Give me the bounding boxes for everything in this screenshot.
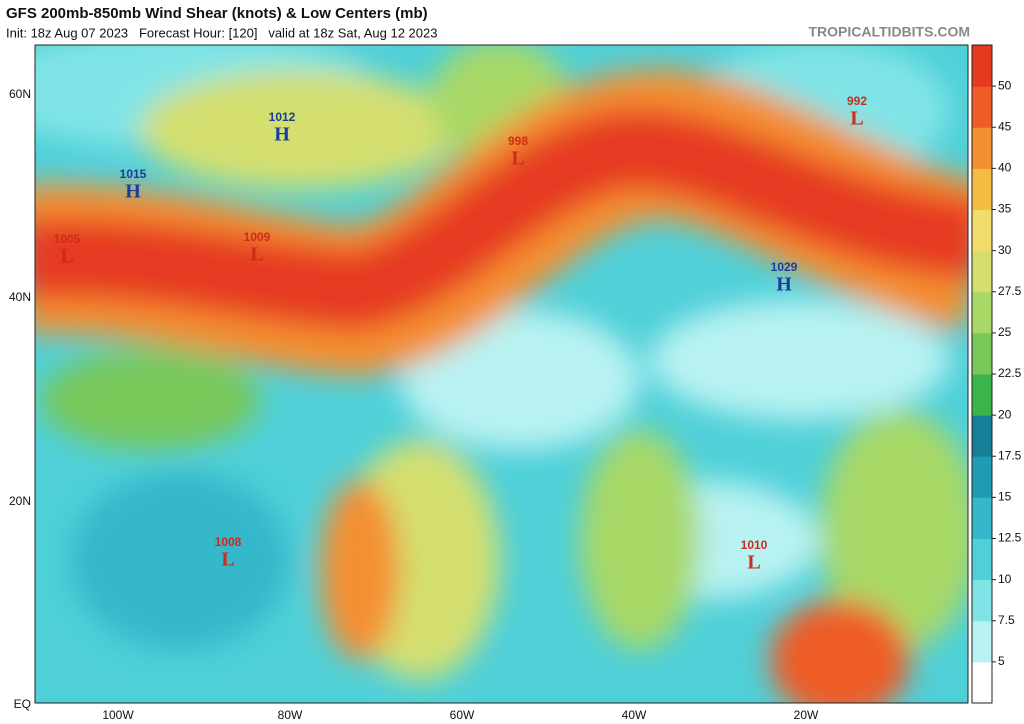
title: GFS 200mb-850mb Wind Shear (knots) & Low… [6,5,428,22]
colorbar-segment [972,45,992,87]
lat-label: 20N [9,494,31,508]
center-letter: L [747,552,760,574]
lon-label: 40W [622,708,647,722]
lon-label: 80W [278,708,303,722]
center-letter: L [850,108,863,130]
colorbar-tick-label: 25 [998,325,1012,339]
colorbar-tick-label: 35 [998,202,1012,216]
colorbar-segment [972,291,992,334]
pressure-centers: 1012H1015H1005L1009L998L992L1029H1008L10… [54,94,868,573]
center-pressure: 1015 [120,167,147,181]
center-letter: L [511,148,524,170]
colorbar-segment [972,332,992,375]
colorbar-segment [972,86,992,128]
subtitle: Init: 18z Aug 07 2023 Forecast Hour: [12… [6,25,437,40]
colorbar-tick-label: 12.5 [998,531,1022,545]
colorbar-segment [972,415,992,457]
colorbar-segment [972,661,992,704]
colorbar-tick-label: 20 [998,407,1012,421]
colorbar-segment [972,168,992,210]
center-pressure: 992 [847,94,867,108]
colorbar-tick-label: 7.5 [998,613,1015,627]
colorbar-segment [972,127,992,169]
center-pressure: 1012 [269,110,296,124]
colorbar-segment [972,374,992,416]
center-pressure: 1009 [244,230,271,244]
colorbar-tick-label: 15 [998,490,1012,504]
colorbar-tick-label: 27.5 [998,284,1022,298]
center-letter: H [274,124,290,146]
credit: TROPICALTIDBITS.COM [808,24,970,40]
colorbar-segment [972,579,992,622]
center-pressure: 1008 [215,535,242,549]
lat-label: 60N [9,87,31,101]
map-frame [34,44,969,704]
lon-label: 100W [102,708,134,722]
lat-label: EQ [14,697,31,711]
colorbar-segment [972,538,992,581]
map-field [35,45,968,703]
center-pressure: 998 [508,134,528,148]
colorbar-tick-label: 22.5 [998,366,1022,380]
colorbar-tick-label: 50 [998,78,1012,92]
center-pressure: 1029 [771,260,798,274]
colorbar-tick-label: 40 [998,161,1012,175]
center-pressure: 1005 [54,232,81,246]
colorbar-segment [972,250,992,293]
center-letter: H [125,181,141,203]
colorbar: 5 7.5 10 12.5 15 17.5 20 22.5 25 27.5 30 35 40 45 50 [971,44,1022,704]
colorbar-tick-label: 10 [998,572,1012,586]
lat-label: 40N [9,290,31,304]
colorbar-tick-label: 5 [998,654,1005,668]
colorbar-segment [972,620,992,663]
center-letter: H [776,274,792,296]
colorbar-segment [972,456,992,498]
axes: 60N 40N 20N EQ 100W 80W 60W 40W 20W [9,87,819,722]
colorbar-tick-label: 30 [998,243,1012,257]
center-letter: L [221,549,234,571]
lon-label: 20W [794,708,819,722]
colorbar-tick-label: 17.5 [998,448,1022,462]
colorbar-segment [972,497,992,539]
lon-label: 60W [450,708,475,722]
colorbar-tick-label: 45 [998,119,1012,133]
center-pressure: 1010 [741,538,768,552]
center-letter: L [60,246,73,268]
center-letter: L [250,244,263,266]
colorbar-segment [972,209,992,252]
